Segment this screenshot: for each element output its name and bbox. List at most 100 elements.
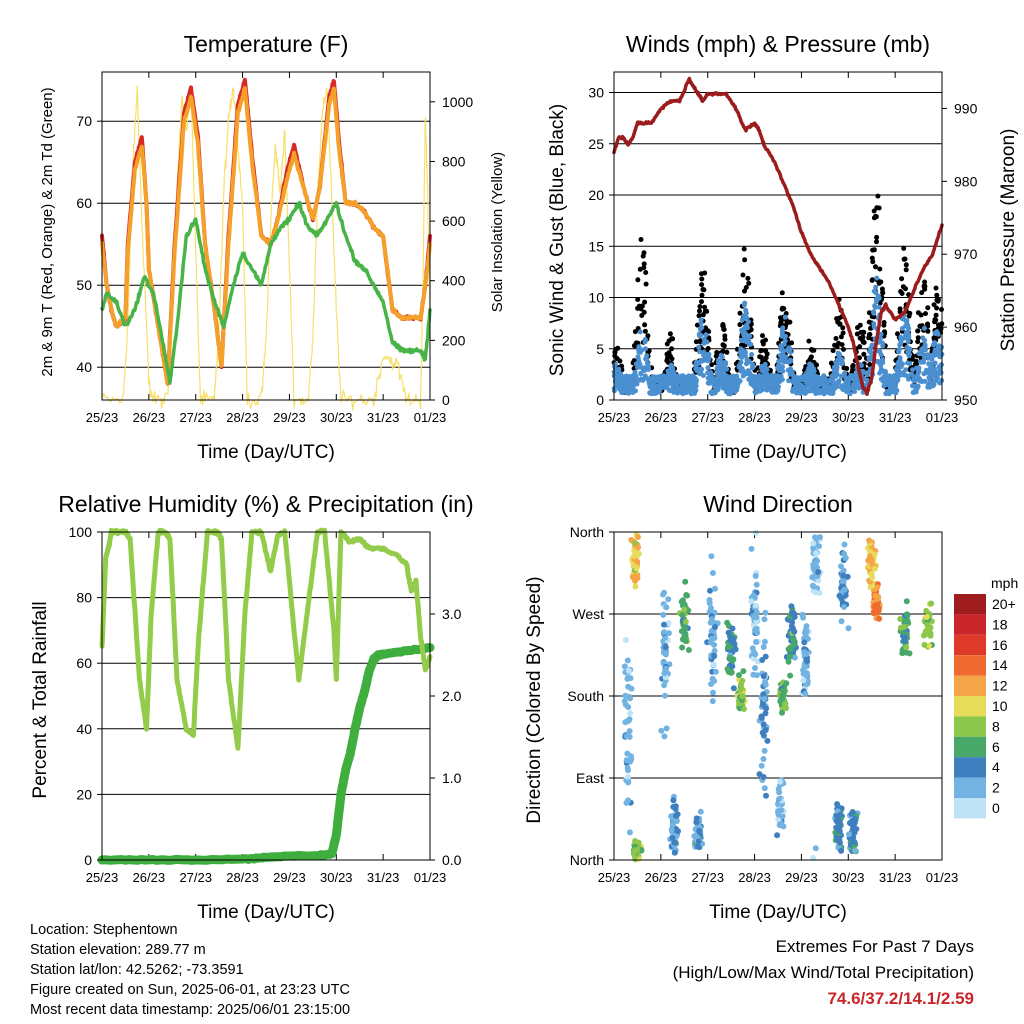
gust-point: [762, 357, 768, 363]
direction-point: [707, 587, 713, 594]
wind-point: [769, 385, 775, 391]
direction-point: [627, 710, 634, 717]
direction-point: [671, 839, 678, 846]
gust-point: [925, 305, 931, 311]
gust-point: [933, 312, 939, 318]
wind-point: [638, 370, 644, 376]
wind-point: [619, 375, 625, 381]
gust-point: [833, 336, 839, 341]
gust-point: [702, 270, 708, 276]
x-tick-label: 31/23: [367, 870, 400, 885]
direction-point: [709, 698, 716, 705]
wind-point: [683, 378, 688, 384]
direction-point: [760, 721, 767, 728]
wind-point: [764, 367, 770, 372]
y-tick-label: 20: [76, 786, 92, 802]
direction-point: [904, 611, 910, 618]
wind-point: [807, 373, 813, 379]
gust-point: [737, 322, 743, 328]
y-tick-label: 30: [588, 85, 604, 101]
gust-point: [643, 270, 649, 275]
wind-point: [718, 359, 723, 365]
wind-point: [838, 373, 844, 379]
x-tick-label: 27/23: [179, 870, 212, 885]
direction-point: [730, 685, 737, 692]
direction-point: [841, 586, 848, 593]
wind-point: [843, 380, 849, 386]
wind-point: [775, 384, 781, 390]
wind-point: [827, 384, 832, 390]
wind-point: [797, 390, 803, 396]
wind-point: [811, 366, 816, 372]
wind-point: [624, 385, 630, 391]
direction-point: [709, 635, 715, 642]
direction-point: [672, 803, 679, 810]
legend-label: 20+: [992, 596, 1016, 612]
x-tick-label: 29/23: [273, 870, 306, 885]
station-info: Location: Stephentown Station elevation:…: [30, 920, 350, 1020]
wind-point: [878, 366, 884, 372]
direction-point: [778, 807, 785, 814]
direction-point: [779, 692, 786, 699]
y-tick-label: East: [576, 770, 604, 786]
station-latlon: Station lat/lon: 42.5262; -73.3591: [30, 962, 244, 978]
gust-point: [724, 349, 730, 355]
direction-point: [740, 693, 746, 700]
wind-point: [760, 379, 766, 385]
x-tick-label: 30/23: [320, 870, 353, 885]
direction-point: [624, 657, 631, 664]
direction-point: [708, 616, 715, 623]
direction-point: [710, 689, 716, 696]
direction-point: [804, 658, 811, 665]
wind-point: [919, 347, 925, 352]
y2-tick-label: 970: [954, 246, 978, 262]
direction-point: [780, 687, 787, 694]
wind-point: [727, 374, 733, 380]
wind-point: [852, 389, 858, 395]
wind-point: [910, 390, 916, 396]
direction-point: [760, 756, 767, 762]
wind-point: [646, 379, 652, 385]
temp9m-line: [100, 86, 432, 386]
wind-point: [839, 361, 845, 367]
wind-point: [762, 361, 768, 367]
direction-point: [658, 727, 665, 734]
wind-point: [700, 373, 706, 378]
direction-point: [712, 668, 719, 675]
direction-point: [682, 632, 689, 639]
direction-point: [748, 545, 755, 552]
wind-point: [907, 347, 913, 353]
wind-point: [664, 385, 670, 391]
direction-point: [835, 835, 842, 842]
direction-point: [662, 634, 669, 641]
gust-point: [697, 308, 702, 314]
gust-point: [907, 310, 913, 316]
legend-swatch: [954, 614, 986, 635]
direction-point: [898, 624, 904, 631]
wind-point: [801, 386, 807, 392]
gust-point: [665, 355, 670, 361]
direction-point: [634, 534, 641, 540]
x-tick-label: 01/23: [414, 410, 447, 425]
y2-tick-label: 0: [442, 392, 450, 408]
gust-point: [697, 338, 703, 344]
direction-point: [813, 550, 819, 557]
wind-point: [657, 382, 663, 388]
wind-point: [652, 374, 658, 380]
wind-point: [643, 346, 648, 352]
wind-point: [644, 356, 650, 362]
wind-point: [696, 344, 702, 350]
wind-point: [774, 373, 780, 379]
direction-point: [866, 537, 873, 544]
direction-point: [874, 584, 881, 591]
gust-point: [745, 275, 751, 281]
direction-point: [876, 615, 883, 622]
gust-point: [874, 205, 880, 211]
direction-point: [837, 811, 844, 818]
x-tick-label: 27/23: [179, 410, 212, 425]
gust-point: [696, 313, 702, 319]
gust-point: [841, 346, 846, 352]
gust-point: [874, 234, 880, 240]
direction-point: [777, 778, 784, 785]
y-tick-label: 50: [76, 277, 92, 293]
